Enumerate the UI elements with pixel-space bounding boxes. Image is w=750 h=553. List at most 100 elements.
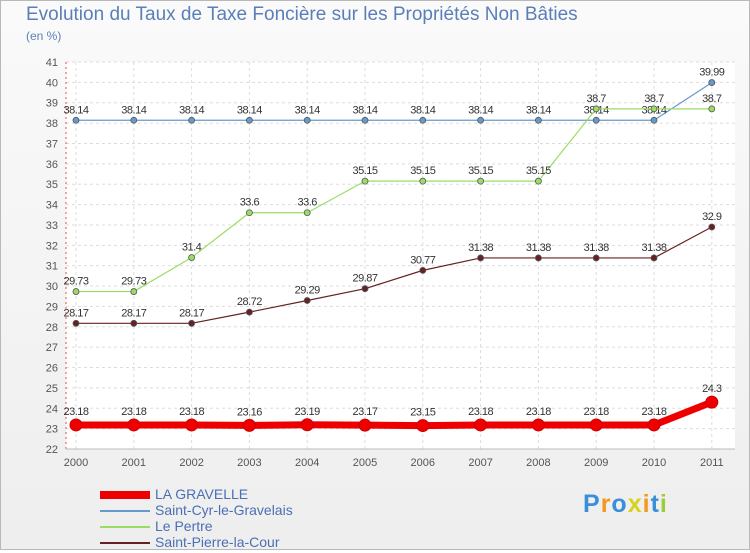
series-line — [75, 108, 713, 293]
data-label: 23.18 — [121, 406, 146, 418]
data-point — [303, 116, 311, 124]
logo-letter: o — [611, 490, 628, 518]
data-label: 23.17 — [352, 406, 377, 418]
data-point — [650, 105, 658, 113]
proxiti-logo: Proxiti — [583, 490, 668, 519]
data-point — [592, 254, 600, 262]
data-label: 35.15 — [468, 165, 493, 177]
y-tick-label: 40 — [46, 77, 58, 89]
data-point — [592, 116, 600, 124]
data-label: 23.18 — [468, 406, 493, 418]
data-label: 29.29 — [295, 285, 320, 297]
data-point — [188, 116, 196, 124]
data-point — [242, 418, 256, 432]
y-tick-label: 37 — [46, 138, 58, 150]
data-point — [69, 418, 83, 432]
data-label: 38.14 — [63, 104, 88, 116]
data-point — [361, 116, 369, 124]
legend-swatch — [100, 510, 150, 512]
y-tick-label: 25 — [46, 383, 58, 395]
data-label: 38.14 — [121, 104, 146, 116]
data-point — [592, 105, 600, 113]
data-point — [188, 319, 196, 327]
y-tick-label: 24 — [46, 403, 58, 415]
data-label: 31.38 — [584, 242, 609, 254]
data-label: 23.18 — [63, 406, 88, 418]
x-tick-label: 2011 — [700, 457, 724, 469]
data-point — [72, 288, 80, 295]
data-point — [650, 254, 658, 262]
data-point — [477, 177, 485, 185]
data-point — [361, 285, 369, 293]
data-label: 35.15 — [352, 165, 377, 177]
y-tick-label: 31 — [46, 261, 58, 273]
data-point — [358, 418, 372, 432]
y-tick-label: 28 — [46, 322, 58, 334]
data-point — [705, 395, 719, 409]
data-point — [245, 209, 253, 217]
logo-letter: i — [659, 490, 668, 518]
data-point — [245, 116, 253, 124]
y-tick-label: 36 — [46, 159, 58, 171]
x-tick-label: 2001 — [122, 457, 146, 469]
legend-label: Le Pertre — [155, 518, 213, 534]
x-tick-label: 2005 — [353, 457, 377, 469]
data-label: 24.3 — [702, 383, 722, 395]
data-label: 23.18 — [641, 406, 666, 418]
legend-label: Saint-Pierre-la-Cour — [155, 534, 280, 550]
data-label: 28.17 — [121, 307, 146, 319]
y-tick-label: 22 — [46, 444, 58, 456]
data-point — [477, 116, 485, 124]
series-line — [75, 81, 713, 121]
data-point — [130, 288, 138, 295]
data-point — [708, 223, 716, 231]
data-label: 39.99 — [699, 67, 724, 79]
data-label: 31.38 — [468, 242, 493, 254]
data-label: 38.14 — [468, 104, 493, 116]
data-point — [419, 177, 427, 185]
data-point — [650, 116, 658, 124]
data-label: 35.15 — [410, 165, 435, 177]
x-tick-label: 2002 — [179, 457, 203, 469]
data-label: 23.18 — [584, 406, 609, 418]
series-line — [72, 398, 716, 430]
series-line — [75, 226, 713, 324]
y-tick-label: 41 — [46, 57, 58, 69]
y-tick-label: 27 — [46, 342, 58, 354]
data-point — [647, 418, 661, 432]
y-tick-label: 35 — [46, 179, 58, 191]
data-point — [245, 308, 253, 316]
data-point — [419, 116, 427, 124]
data-label: 28.17 — [63, 307, 88, 319]
data-point — [127, 418, 141, 432]
y-tick-label: 30 — [46, 281, 58, 293]
logo-letter: x — [627, 490, 643, 518]
data-label: 33.6 — [297, 197, 317, 209]
data-label: 31.38 — [641, 242, 666, 254]
x-tick-label: 2008 — [526, 457, 550, 469]
data-point — [708, 105, 716, 113]
y-tick-label: 29 — [46, 301, 58, 313]
x-tick-label: 2007 — [468, 457, 492, 469]
data-label: 31.38 — [526, 242, 551, 254]
data-point — [416, 419, 430, 433]
data-label: 38.14 — [295, 104, 320, 116]
data-label: 23.19 — [295, 406, 320, 418]
logo-letter: t — [650, 490, 660, 518]
data-point — [185, 418, 199, 432]
data-point — [72, 116, 80, 124]
data-point — [477, 254, 485, 262]
data-label: 23.16 — [237, 406, 262, 418]
logo-letter: P — [583, 490, 601, 518]
plot-area — [66, 62, 735, 449]
y-tick-label: 39 — [46, 98, 58, 110]
data-point — [130, 319, 138, 327]
data-point — [130, 116, 138, 124]
data-label: 38.14 — [179, 104, 204, 116]
data-label: 38.14 — [352, 104, 377, 116]
data-label: 32.9 — [702, 211, 722, 223]
x-tick-label: 2006 — [411, 457, 435, 469]
data-label: 28.72 — [237, 296, 262, 308]
logo-letter: i — [642, 490, 651, 518]
